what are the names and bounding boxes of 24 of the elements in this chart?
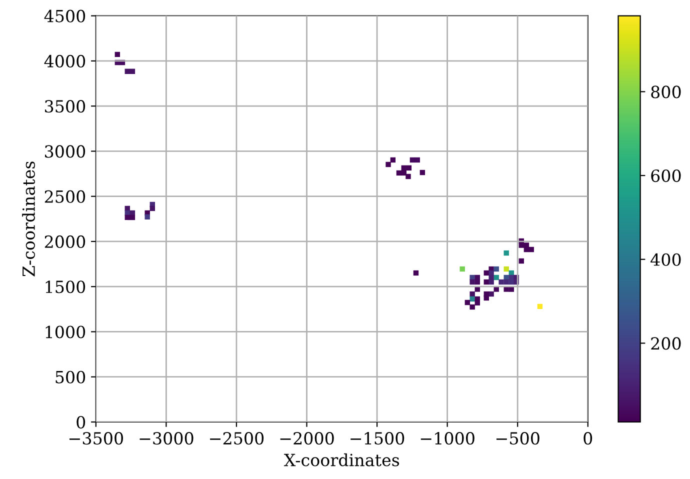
x-axis-title: X-coordinates [284, 453, 400, 466]
x-tick-label: −3500 [69, 432, 123, 445]
color-bar-label: 200 [651, 337, 681, 350]
x-tick-label: −3000 [140, 432, 194, 445]
y-tick-label: 1500 [46, 280, 86, 294]
x-tick-label: −500 [496, 432, 540, 445]
color-bar-label: 400 [650, 253, 681, 266]
x-tick-label: −1000 [420, 432, 474, 445]
y-tick-label: 500 [56, 370, 86, 384]
y-tick-label: 3000 [45, 145, 86, 158]
y-axis-title: Z-coordinates [22, 162, 35, 276]
x-tick-label: −2500 [210, 432, 264, 445]
y-tick-label: 3500 [45, 100, 86, 113]
x-tick-label: 0 [584, 432, 592, 445]
x-tick-label: −1500 [350, 432, 404, 445]
x-tick-label: −2000 [280, 432, 334, 445]
y-tick-label: 0 [76, 416, 86, 429]
color-bar-label: 600 [651, 169, 681, 182]
y-tick-label: 2000 [44, 235, 86, 248]
y-tick-label: 2500 [44, 190, 86, 203]
color-bar-label: 800 [651, 86, 681, 98]
y-tick-label: 4000 [44, 54, 86, 68]
y-tick-label: 4500 [44, 10, 86, 22]
y-tick-label: 1000 [46, 326, 86, 338]
